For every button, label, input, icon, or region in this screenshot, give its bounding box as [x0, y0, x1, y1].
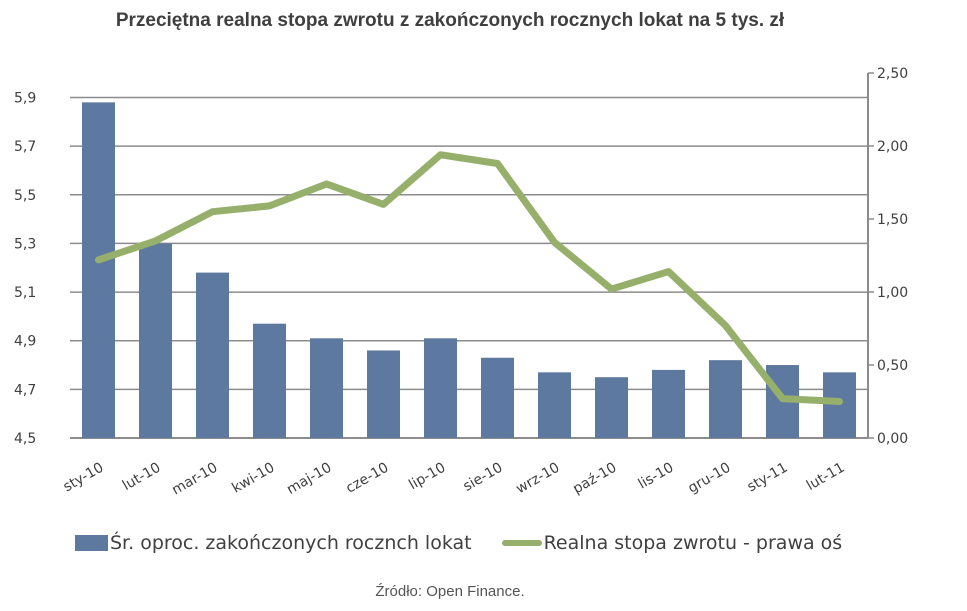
right-axis: 0,00 0,50 1,00 1,50 2,00 2,50	[867, 66, 908, 447]
bar-series	[82, 102, 856, 438]
source-note: Źródło: Open Finance.	[375, 583, 525, 600]
x-axis-label: sie-10	[461, 460, 506, 495]
bar	[139, 243, 172, 438]
x-axis-label: sty-10	[61, 460, 107, 496]
right-axis-tick-label: 1,00	[877, 285, 908, 301]
legend: Śr. oproc. zakończonych rocznch lokat Re…	[75, 532, 842, 554]
x-axis-label: paź-10	[570, 460, 619, 498]
legend-bar-label: Śr. oproc. zakończonych rocznch lokat	[110, 532, 472, 554]
chart-title: Przeciętna realna stopa zwrotu z zakończ…	[115, 10, 785, 31]
legend-bar-swatch-icon	[75, 535, 108, 551]
line-path	[95, 151, 843, 405]
x-axis-label: lip-10	[406, 460, 448, 494]
x-axis-label: gru-10	[685, 460, 733, 497]
right-axis-tick-label: 1,50	[877, 212, 908, 228]
bar	[709, 360, 742, 438]
x-axis-label: wrz-10	[513, 460, 562, 498]
left-axis-tick-label: 4,7	[14, 382, 36, 398]
bar	[253, 323, 286, 438]
left-axis-ticks: 4,5 4,7 4,9 5,1 5,3 5,5 5,7 5,9	[14, 91, 36, 448]
x-axis-label: lut-11	[804, 460, 848, 494]
right-axis-tick-label: 0,50	[877, 358, 908, 374]
left-axis-tick-label: 4,9	[14, 334, 36, 350]
x-axis-label: cze-10	[343, 460, 391, 497]
bar	[823, 372, 856, 438]
right-axis-tick-label: 2,50	[877, 66, 908, 82]
x-axis-label: mar-10	[169, 460, 220, 499]
left-axis-tick-label: 5,3	[14, 236, 36, 252]
x-axis-label: kwi-10	[229, 460, 277, 497]
left-axis-tick-label: 4,5	[14, 431, 36, 447]
left-axis-tick-label: 5,5	[14, 188, 36, 204]
right-axis-tick-label: 0,00	[877, 431, 908, 447]
x-axis-labels: sty-10 lut-10 mar-10 kwi-10 maj-10 cze-10 lip-…	[61, 460, 848, 499]
bar	[82, 102, 115, 438]
bar	[481, 357, 514, 438]
legend-line-swatch-icon	[501, 540, 542, 546]
x-axis-label: sty-11	[745, 460, 791, 496]
bar	[595, 377, 628, 438]
bar	[652, 369, 685, 438]
bar	[196, 272, 229, 438]
bar	[424, 338, 457, 438]
line-series	[95, 151, 843, 405]
left-axis-tick-label: 5,7	[14, 139, 36, 155]
legend-line-label: Realna stopa zwrotu - prawa oś	[543, 532, 843, 554]
x-axis-label: lis-10	[636, 460, 677, 493]
left-axis-tick-label: 5,1	[14, 285, 36, 301]
bar	[538, 372, 571, 438]
bar	[367, 350, 400, 438]
right-axis-tick-label: 2,00	[877, 139, 908, 155]
x-axis-label: maj-10	[284, 460, 334, 498]
gridlines	[70, 96, 868, 439]
x-axis-label: lut-10	[120, 460, 164, 494]
bar	[310, 338, 343, 438]
left-axis-tick-label: 5,9	[14, 91, 36, 107]
